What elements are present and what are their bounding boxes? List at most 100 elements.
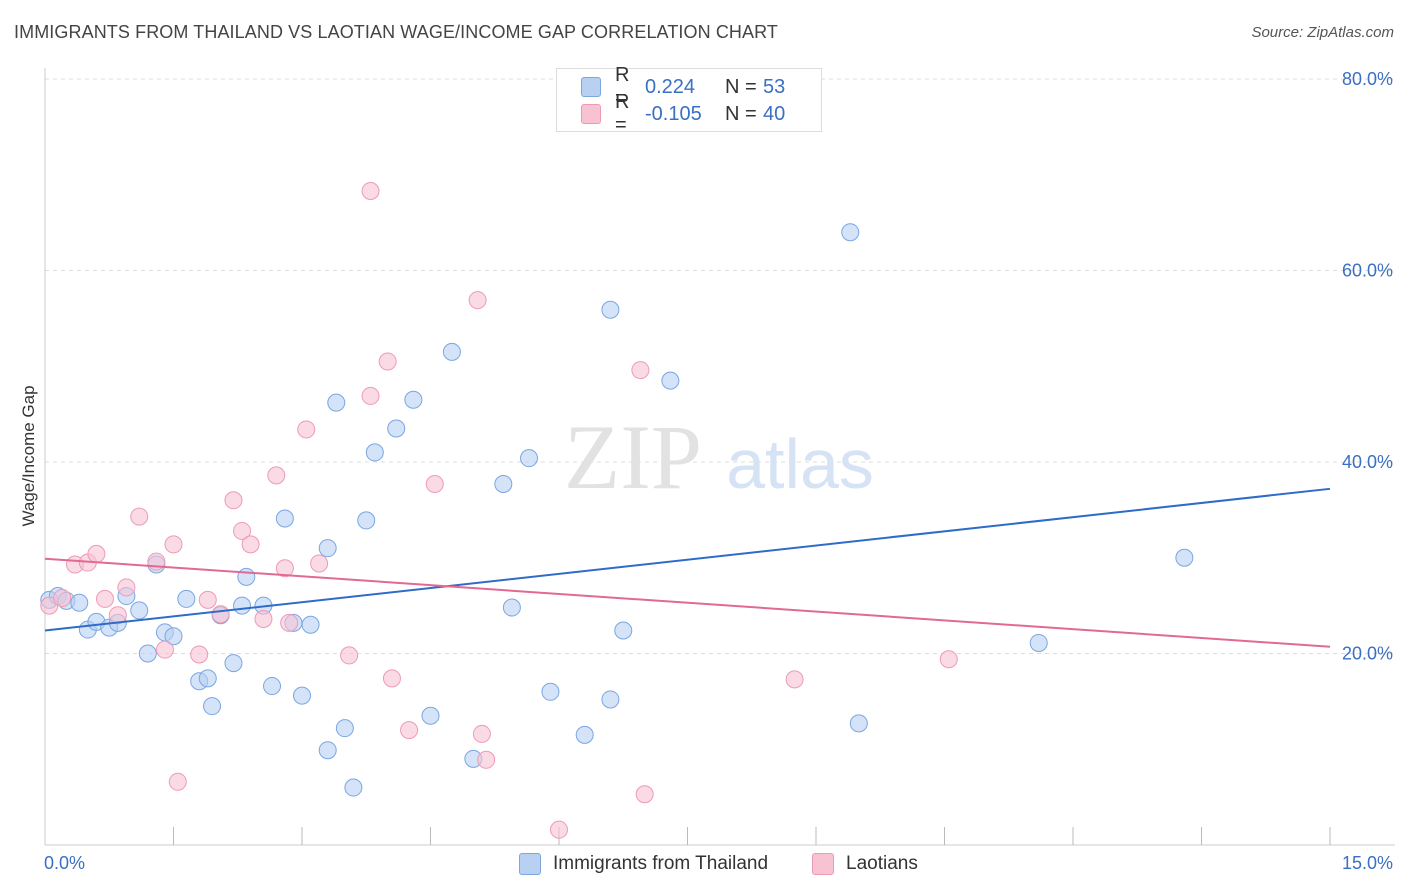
legend-swatch-thailand: [581, 77, 601, 97]
chart-title: IMMIGRANTS FROM THAILAND VS LAOTIAN WAGE…: [14, 22, 778, 42]
data-point-thailand: [293, 686, 311, 705]
series-swatch-laotians: [812, 853, 834, 875]
data-point-laotian: [168, 772, 187, 791]
watermark: ZIP atlas: [564, 406, 874, 508]
legend-swatch-laotians: [581, 104, 601, 124]
data-point-laotian: [241, 535, 260, 554]
data-point-laotian: [297, 420, 316, 439]
data-point-laotian: [468, 291, 487, 310]
data-point-laotian: [233, 521, 252, 540]
legend-r-value-laotians: -0.105: [645, 102, 702, 125]
legend-n-label: N =: [725, 75, 757, 98]
data-point-thailand: [387, 419, 406, 438]
legend-r-label: R =: [615, 91, 630, 136]
series-label-laotians: Laotians: [846, 853, 918, 874]
data-point-thailand: [1175, 548, 1194, 567]
y-tick-label: 20.0%: [1342, 644, 1393, 664]
correlation-legend: R = 0.224 N = 53 R = -0.105 N = 40: [556, 64, 822, 136]
data-point-laotian: [477, 750, 496, 769]
data-point-laotian: [378, 352, 397, 371]
watermark-atlas: atlas: [726, 425, 874, 503]
grid-lines: [45, 78, 1395, 654]
data-point-thailand: [404, 390, 423, 409]
data-point-thailand: [502, 598, 521, 617]
data-point-thailand: [263, 677, 282, 696]
data-point-thailand: [520, 449, 539, 468]
data-point-thailand: [224, 654, 243, 673]
data-point-thailand: [318, 539, 337, 558]
trend-line-laotian: [44, 557, 1331, 648]
trend-line-thailand: [44, 487, 1331, 632]
data-point-thailand: [601, 300, 620, 319]
watermark-zip: ZIP: [564, 406, 702, 508]
data-point-thailand: [138, 644, 157, 663]
data-point-thailand: [357, 511, 376, 530]
data-point-laotian: [190, 645, 209, 664]
data-point-thailand: [233, 596, 252, 615]
legend-n-label: N =: [725, 102, 757, 125]
series-swatch-thailand: [519, 853, 541, 875]
legend-row-laotians: R = -0.105 N = 40: [581, 91, 786, 136]
data-point-thailand: [344, 778, 363, 797]
series-label-thailand: Immigrants from Thailand: [553, 853, 769, 874]
data-point-laotian: [224, 491, 243, 510]
data-point-laotian: [108, 606, 127, 625]
legend-row-thailand: R = 0.224 N = 53: [581, 64, 786, 109]
data-point-laotian: [275, 559, 294, 578]
data-point-thailand: [335, 719, 354, 738]
data-point-laotian: [280, 613, 299, 632]
data-points: [40, 182, 1194, 839]
data-point-laotian: [425, 475, 444, 494]
data-point-thailand: [164, 627, 183, 646]
data-point-laotian: [361, 386, 380, 405]
data-point-laotian: [198, 590, 217, 609]
y-tick-label: 40.0%: [1342, 452, 1393, 472]
trend-lines: [44, 487, 1331, 648]
data-point-thailand: [318, 741, 337, 760]
data-point-laotian: [340, 646, 359, 665]
data-point-thailand: [442, 342, 461, 361]
series-legend-laotians: Laotians: [812, 852, 918, 876]
legend-n-value-laotians: 40: [763, 102, 786, 125]
data-point-laotian: [130, 507, 149, 526]
data-point-laotian: [382, 669, 401, 688]
data-point-laotian: [939, 650, 958, 669]
data-point-laotian: [472, 724, 491, 743]
data-point-thailand: [601, 690, 620, 709]
x-tick-label: 0.0%: [44, 853, 85, 873]
data-point-thailand: [494, 475, 513, 494]
series-legend-thailand: Immigrants from Thailand: [519, 852, 768, 876]
legend-r-value-thailand: 0.224: [645, 75, 696, 98]
data-point-thailand: [327, 393, 346, 412]
data-point-thailand: [237, 567, 256, 586]
data-point-laotian: [155, 640, 174, 659]
y-tick-label: 60.0%: [1342, 261, 1393, 281]
data-point-laotian: [53, 588, 72, 607]
data-point-laotian: [117, 578, 136, 597]
data-point-laotian: [785, 670, 804, 689]
axes: [44, 68, 1395, 846]
y-axis-label: Wage/Income Gap: [19, 385, 38, 526]
tick-labels: 20.0% 40.0% 60.0% 80.0% 0.0% 15.0% Wage/Income…: [19, 69, 1393, 873]
data-point-laotian: [310, 554, 329, 573]
data-point-laotian: [635, 785, 654, 804]
data-point-laotian: [164, 535, 183, 554]
data-point-laotian: [95, 589, 114, 608]
data-point-thailand: [130, 601, 149, 620]
legend-n-value-thailand: 53: [763, 75, 786, 98]
data-point-laotian: [400, 721, 419, 740]
data-point-thailand: [541, 682, 560, 701]
source-label: Source: ZipAtlas.com: [1251, 24, 1394, 41]
data-point-thailand: [301, 615, 320, 634]
data-point-thailand: [177, 589, 196, 608]
data-point-laotian: [211, 605, 230, 624]
data-point-thailand: [849, 714, 868, 733]
data-point-thailand: [203, 697, 222, 716]
data-point-thailand: [614, 621, 633, 640]
data-point-laotian: [87, 544, 106, 563]
legend-r-label: R =: [615, 64, 630, 109]
data-point-laotian: [361, 182, 380, 201]
data-point-thailand: [661, 371, 680, 390]
data-point-thailand: [275, 509, 294, 528]
